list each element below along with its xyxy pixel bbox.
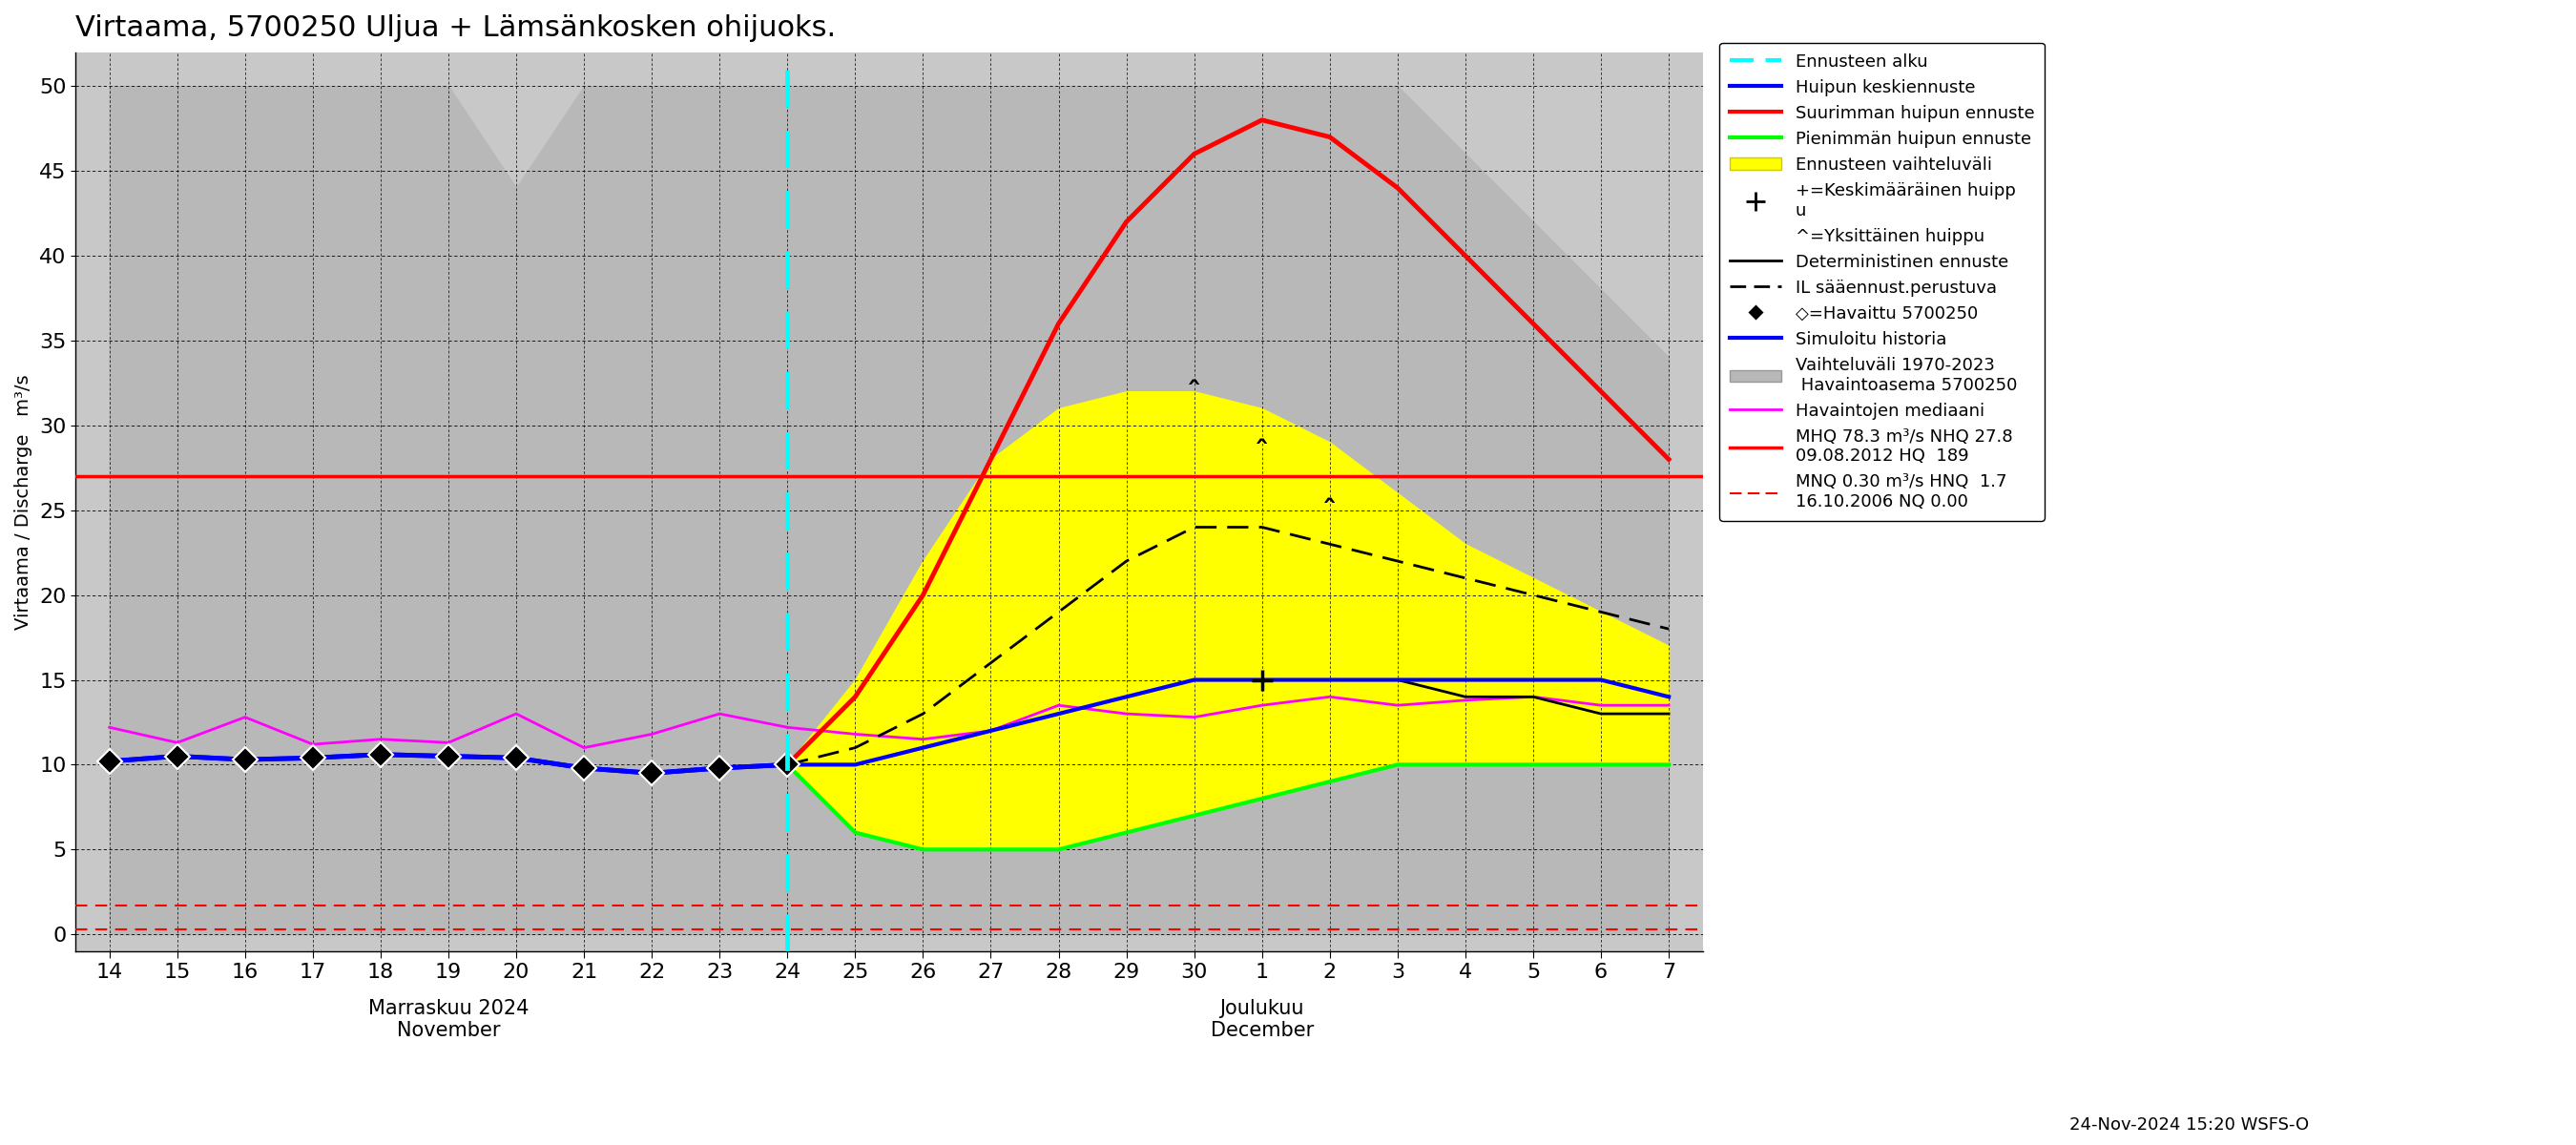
Text: ˆ: ˆ xyxy=(1255,440,1270,468)
Text: ˆ: ˆ xyxy=(1188,381,1200,409)
Text: Joulukuu
December: Joulukuu December xyxy=(1211,998,1314,1040)
Y-axis label: Virtaama / Discharge   m³/s: Virtaama / Discharge m³/s xyxy=(15,374,33,630)
Text: ˆ: ˆ xyxy=(1321,499,1337,527)
Text: Marraskuu 2024
November: Marraskuu 2024 November xyxy=(368,998,528,1040)
Legend: Ennusteen alku, Huipun keskiennuste, Suurimman huipun ennuste, Pienimmän huipun : Ennusteen alku, Huipun keskiennuste, Suu… xyxy=(1718,42,2045,521)
Text: 24-Nov-2024 15:20 WSFS-O: 24-Nov-2024 15:20 WSFS-O xyxy=(2069,1116,2311,1134)
Text: Virtaama, 5700250 Uljua + Lämsänkosken ohijuoks.: Virtaama, 5700250 Uljua + Lämsänkosken o… xyxy=(75,14,837,42)
